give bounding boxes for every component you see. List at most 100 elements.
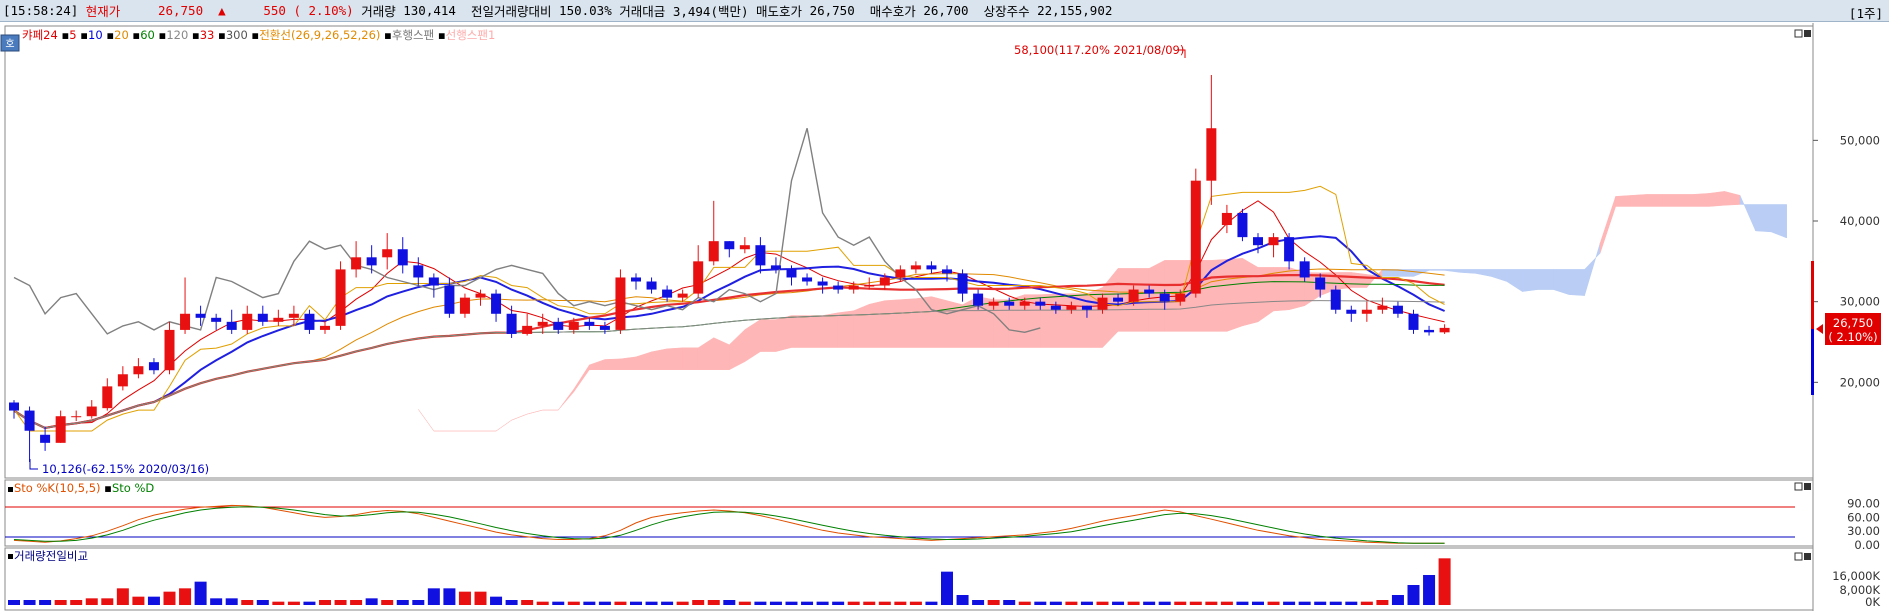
cloud-segment	[666, 347, 683, 370]
candle-body	[833, 285, 844, 290]
legend-item: 거래량전일비교	[14, 549, 88, 563]
price-change: 550	[263, 3, 286, 18]
volume-bar	[39, 600, 52, 605]
volume-bar	[630, 601, 642, 605]
cloud-segment	[713, 337, 730, 370]
candle-body	[148, 362, 159, 371]
cloud-segment	[822, 312, 839, 348]
price-tick-label: 40,000	[1840, 214, 1880, 228]
bid-label: 매수호가	[869, 4, 916, 19]
cloud-segment	[1646, 194, 1663, 207]
cloud-segment	[791, 315, 808, 348]
period-selector[interactable]: [1주]	[1848, 6, 1883, 21]
candle-body	[615, 277, 626, 330]
volume-bar	[909, 601, 922, 605]
volume-bar	[474, 591, 487, 605]
volume-bar	[287, 601, 300, 605]
candle-body	[459, 297, 470, 314]
sto-panel-buttons[interactable]	[1794, 482, 1811, 491]
candle-body	[848, 285, 859, 290]
sto-tick-label: 90.00	[1847, 497, 1880, 511]
price-tick-label: 30,000	[1840, 295, 1880, 309]
bid-value: 26,700	[923, 3, 969, 18]
candle-body	[988, 301, 999, 306]
candle-body	[802, 277, 813, 282]
volume-bar	[1143, 601, 1156, 605]
cloud-segment	[1537, 269, 1554, 290]
volume-bar	[1034, 601, 1047, 605]
volume-bar	[552, 601, 565, 605]
candle-body	[195, 313, 206, 318]
candle-body	[1330, 289, 1341, 310]
legend-item: 전환선(26,9,26,52,26)	[259, 28, 380, 42]
price-axis: 50,000 40,000 30,000 20,000	[1813, 133, 1880, 389]
candle-body	[1361, 309, 1372, 314]
chart-badge-icon[interactable]	[0, 34, 20, 52]
candle-body	[164, 329, 175, 371]
cloud-segment	[495, 419, 512, 432]
candle-body	[55, 416, 66, 443]
candle-body	[957, 273, 968, 294]
candle-body	[1035, 301, 1046, 306]
price-panel-buttons[interactable]	[1794, 29, 1811, 38]
volume-bar	[443, 588, 456, 605]
volume-bar	[785, 601, 798, 605]
candle-body	[413, 265, 424, 278]
volume-bar	[350, 600, 363, 605]
candle-body	[475, 293, 486, 298]
candle-body	[320, 325, 330, 330]
candle-body	[180, 313, 191, 330]
candle-body	[9, 402, 19, 411]
candle-body	[1392, 305, 1403, 314]
stochastic-lines	[13, 504, 1445, 544]
cloud-segment	[620, 356, 637, 370]
candle-body	[1315, 277, 1326, 290]
volume-bar	[1189, 601, 1202, 605]
volume-bar	[163, 591, 176, 605]
volume-bar	[1065, 601, 1078, 605]
price-tag-pct: ( 2.10%)	[1828, 330, 1877, 344]
cloud-segment	[1506, 269, 1523, 293]
price-range-bar-up	[1811, 261, 1814, 329]
cloud-segment	[651, 348, 668, 370]
cloud-segment	[1584, 243, 1601, 296]
candle-body	[1237, 212, 1248, 238]
volume-bar	[458, 591, 471, 605]
candle-body	[522, 325, 533, 334]
volume-bar	[272, 601, 285, 605]
ask-label: 매도호가	[756, 4, 803, 19]
legend-item: Sto %K(10,5,5)	[14, 481, 101, 495]
candle-body	[211, 317, 222, 322]
volume-bar	[1283, 601, 1296, 605]
candle-body	[739, 245, 750, 250]
volume-tick-label: 16,000K	[1832, 569, 1880, 583]
candle-body	[40, 434, 51, 443]
volume-bar	[427, 588, 440, 605]
candle-body	[1019, 301, 1030, 306]
cloud-segment	[1755, 204, 1772, 233]
candle-body	[444, 285, 455, 314]
legend-item: 33	[200, 28, 215, 42]
candle-body	[537, 321, 548, 326]
up-arrow-icon: ▲	[218, 3, 226, 18]
volume-bar	[754, 601, 767, 605]
cloud-segment	[1055, 293, 1072, 348]
cloud-segment	[837, 310, 854, 348]
volume-panel-buttons[interactable]	[1794, 552, 1811, 561]
cloud-segment	[729, 329, 746, 371]
amount-label: 거래대금	[619, 4, 666, 19]
volume-bar	[210, 598, 223, 605]
cloud-segment	[760, 319, 777, 352]
candle-body	[1424, 329, 1435, 333]
volume-bar	[256, 600, 269, 605]
candle-body	[1346, 309, 1357, 314]
cloud-segment	[1242, 257, 1259, 327]
volume-bar	[412, 600, 425, 605]
volume-bar	[972, 600, 985, 605]
ma-line-5	[13, 200, 1445, 429]
volume-bar	[816, 601, 829, 605]
volume-bar	[1314, 601, 1327, 605]
candle-body	[335, 269, 346, 326]
candle-body	[1190, 180, 1201, 294]
